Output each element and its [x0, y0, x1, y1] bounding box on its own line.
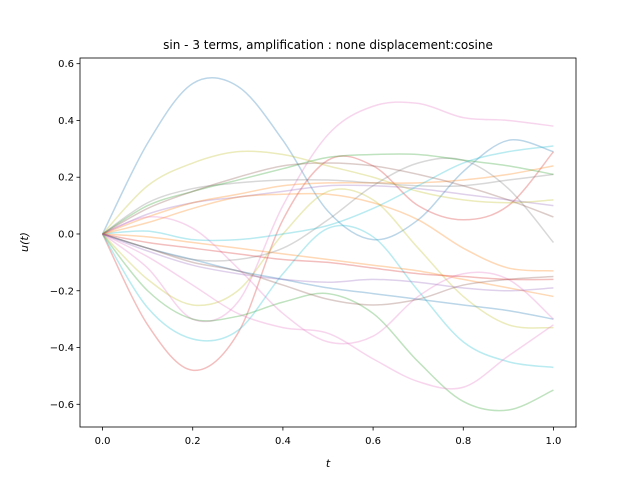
- chart-title: sin - 3 terms, amplification : none disp…: [163, 38, 493, 52]
- series-line-7: [102, 150, 554, 235]
- series-line-11: [102, 233, 554, 320]
- series-line-1: [101, 77, 554, 241]
- series-line-17: [102, 145, 554, 242]
- series-line-15: [102, 153, 554, 235]
- y-tick-label: 0.4: [58, 116, 74, 127]
- x-tick-label: 1.0: [546, 436, 562, 447]
- x-tick-label: 0.4: [275, 436, 291, 447]
- x-axis-ticks: 0.0 0.2 0.4 0.6 0.8 1.0: [95, 427, 562, 447]
- y-axis-ticks: −0.6 −0.4 −0.2 0.0 0.2 0.4 0.6: [50, 59, 80, 411]
- y-tick-label: −0.2: [50, 286, 74, 297]
- series-line-8: [102, 188, 554, 329]
- y-tick-label: −0.6: [50, 400, 74, 411]
- x-tick-label: 0.6: [365, 436, 381, 447]
- y-tick-label: 0.2: [58, 173, 74, 184]
- plot-frame: [79, 57, 577, 428]
- x-tick-label: 0.0: [95, 436, 111, 447]
- series-line-16: [102, 233, 554, 306]
- y-tick-label: 0.6: [58, 59, 74, 70]
- plot-area: [80, 58, 576, 427]
- series-line-6: [101, 224, 554, 369]
- series-line-22: [102, 233, 554, 292]
- x-tick-label: 0.2: [185, 436, 201, 447]
- x-tick-label: 0.8: [455, 436, 471, 447]
- series-line-3: [101, 151, 555, 371]
- series-line-19: [102, 162, 554, 235]
- x-axis-label: t: [326, 457, 331, 470]
- series-line-20: [102, 233, 554, 390]
- series-line-21: [102, 233, 554, 281]
- series-line-13: [102, 173, 554, 235]
- series-line-2: [102, 101, 554, 323]
- series-line-12: [102, 216, 554, 345]
- series-line-4: [102, 184, 554, 235]
- y-tick-label: 0.0: [58, 229, 74, 240]
- series-line-5: [101, 233, 554, 412]
- series-line-18: [102, 192, 554, 272]
- y-axis-label: u(t): [18, 232, 31, 252]
- series-line-14: [102, 157, 555, 262]
- series-layer: [101, 77, 555, 412]
- series-line-10: [102, 233, 554, 298]
- y-tick-label: −0.4: [50, 343, 74, 354]
- series-line-9: [102, 165, 554, 235]
